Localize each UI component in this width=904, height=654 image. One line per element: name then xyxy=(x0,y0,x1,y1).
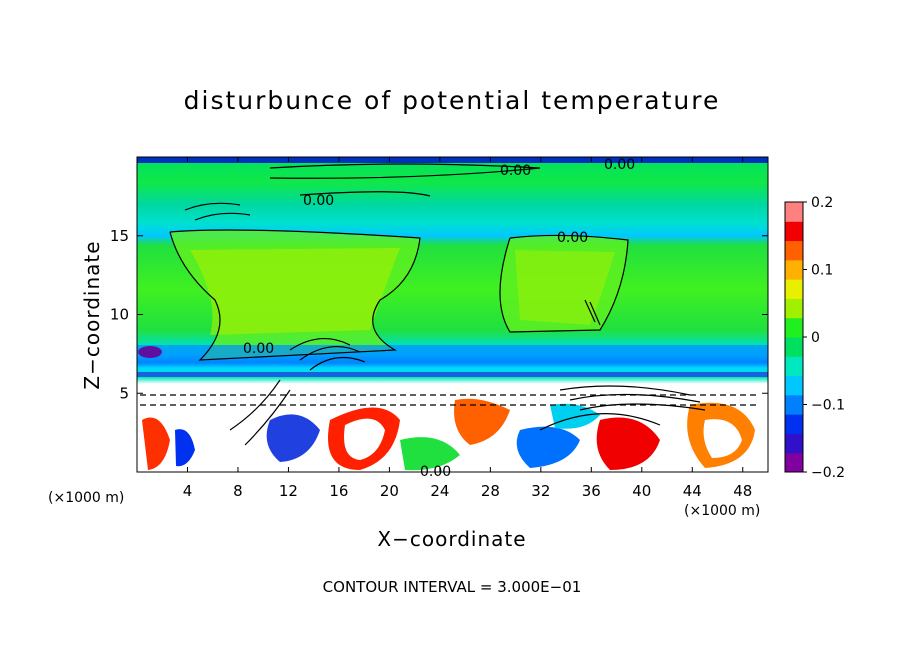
plume-left-core xyxy=(190,248,400,335)
y-tick-label: 5 xyxy=(119,384,129,402)
y-axis-label: Z−coordinate xyxy=(80,240,104,390)
warm-blob-3 xyxy=(596,417,660,470)
contour-label: 0.00 xyxy=(303,193,334,209)
field-area xyxy=(137,157,768,472)
x-tick-label: 40 xyxy=(632,482,651,500)
colorbar-swatch xyxy=(785,414,803,434)
colorbar-swatch xyxy=(785,452,803,473)
x-axis-label: X−coordinate xyxy=(377,527,527,551)
contour-interval-note: CONTOUR INTERVAL = 3.000E−01 xyxy=(322,578,582,596)
x-tick-label: 16 xyxy=(329,482,348,500)
colorbar xyxy=(785,202,803,473)
cyan-patch-1 xyxy=(550,403,600,429)
colorbar-ticks: 0.2 0.1 0 −0.1 −0.2 xyxy=(803,195,845,481)
warm-blob-4-core xyxy=(703,419,742,458)
contour-label: 0.00 xyxy=(243,341,274,357)
cold-blob-1 xyxy=(266,414,320,462)
contour-label: 0.00 xyxy=(420,464,451,480)
x-tick-label: 44 xyxy=(683,482,702,500)
colorbar-swatch xyxy=(785,221,803,242)
colorbar-swatch xyxy=(785,337,803,357)
contour-label: 0.00 xyxy=(500,163,531,179)
colorbar-swatch xyxy=(785,202,803,222)
contour-labels: 0.00 0.00 0.00 0.00 0.00 0.00 xyxy=(243,157,635,480)
left-edge-blob xyxy=(142,417,170,470)
y-tick-label: 15 xyxy=(110,227,129,245)
green-patch-1 xyxy=(400,437,460,471)
x-axis-ticks: 4 8 12 16 20 24 28 32 36 40 44 48 xyxy=(183,157,752,500)
blue-band xyxy=(137,345,768,363)
colorbar-swatch xyxy=(785,279,803,299)
colorbar-swatch xyxy=(785,356,803,377)
colorbar-swatch xyxy=(785,375,803,396)
top-streak xyxy=(137,157,768,163)
y-axis-ticks: 5 10 15 xyxy=(110,227,768,402)
colorbar-swatch xyxy=(785,433,803,454)
x-tick-label: 20 xyxy=(380,482,399,500)
purple-spot xyxy=(138,346,162,358)
x-tick-label: 36 xyxy=(582,482,601,500)
x-tick-label: 12 xyxy=(279,482,298,500)
y-tick-label: 10 xyxy=(110,306,129,324)
colorbar-swatch xyxy=(785,317,803,338)
contour-label: 0.00 xyxy=(557,230,588,246)
contour-label: 0.00 xyxy=(604,157,635,173)
plume-right-core xyxy=(515,250,615,325)
left-edge-cold xyxy=(175,429,195,467)
warm-blob-1-core xyxy=(344,418,385,460)
x-tick-label: 48 xyxy=(733,482,752,500)
x-tick-label: 8 xyxy=(233,482,243,500)
x-tick-label: 24 xyxy=(430,482,449,500)
x-tick-label: 32 xyxy=(531,482,550,500)
x-unit-left: (×1000 m) xyxy=(48,490,125,506)
x-tick-label: 28 xyxy=(481,482,500,500)
contour-cluster xyxy=(140,163,760,446)
cold-blob-2 xyxy=(516,426,580,468)
colorbar-tick-label: 0.2 xyxy=(811,195,833,211)
warm-blob-2 xyxy=(454,398,510,445)
colorbar-swatch xyxy=(785,394,803,415)
colorbar-tick-label: −0.2 xyxy=(811,465,845,481)
x-unit-right: (×1000 m) xyxy=(684,503,761,519)
colorbar-tick-label: −0.1 xyxy=(811,398,845,414)
colorbar-swatch xyxy=(785,240,803,261)
colorbar-tick-label: 0.1 xyxy=(811,263,833,279)
colorbar-swatch xyxy=(785,298,803,319)
colorbar-tick-label: 0 xyxy=(811,330,820,346)
dark-band xyxy=(137,372,768,377)
colorbar-swatch xyxy=(785,259,803,280)
chart-title: disturbunce of potential temperature xyxy=(183,86,721,115)
x-tick-label: 4 xyxy=(183,482,193,500)
